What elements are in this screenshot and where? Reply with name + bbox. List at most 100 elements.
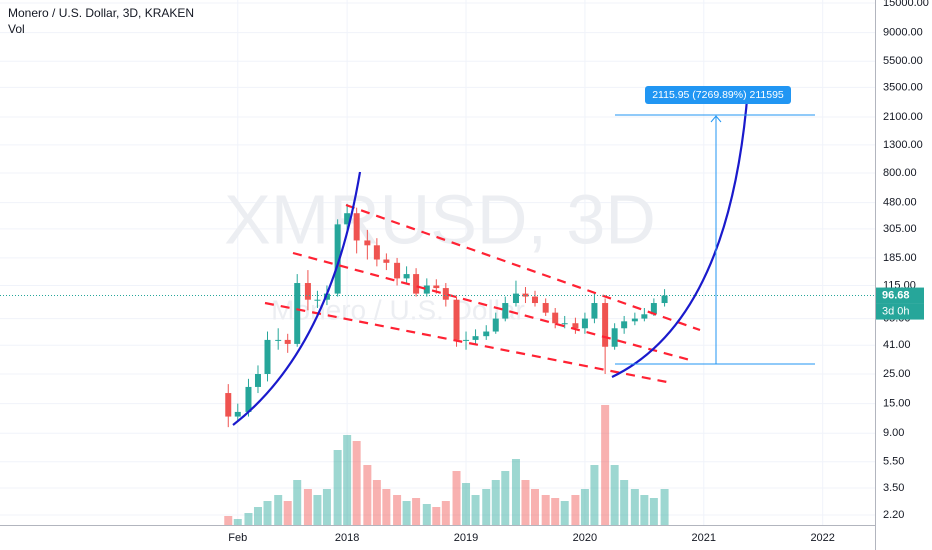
watermark: XMRUSD, 3D [224, 180, 656, 258]
volume-bar [283, 501, 292, 525]
candle-body [344, 213, 351, 225]
volume-bar [363, 465, 372, 525]
candle-body [631, 318, 638, 322]
price-axis [876, 0, 932, 550]
volume-bar [601, 405, 610, 525]
volume-bar [352, 441, 361, 525]
volume-bar [501, 471, 510, 525]
candle-body [581, 318, 588, 329]
y-tick-label: 25.00 [883, 368, 911, 380]
candle-body [483, 331, 490, 337]
y-tick-label: 185.00 [883, 252, 917, 264]
candle-body [403, 274, 410, 279]
y-tick-label: 15000.00 [883, 0, 929, 9]
candle-body [334, 224, 341, 294]
y-tick-label: 9.00 [883, 427, 904, 439]
volume-bar [224, 516, 233, 525]
volume-pane [224, 405, 669, 525]
candle-body [602, 303, 609, 347]
subtitle: Vol [8, 22, 25, 36]
volume-bar [412, 498, 421, 525]
price-tag-label: 96.68 [882, 289, 910, 301]
candle-body [364, 240, 371, 246]
volume-bar [610, 465, 619, 525]
candle-body [531, 296, 538, 304]
volume-bar [343, 435, 352, 525]
volume-bar [253, 507, 262, 525]
volume-bar [462, 483, 471, 525]
y-tick-label: 41.00 [883, 339, 911, 351]
trend-line [292, 251, 691, 362]
x-tick-label: 2022 [810, 532, 834, 544]
candle-body [254, 374, 261, 387]
countdown-label: 3d 0h [882, 305, 910, 317]
candle-body [275, 339, 282, 341]
volume-bar [620, 480, 629, 525]
volume-bar [393, 495, 402, 525]
arc [611, 87, 750, 378]
candle-body [294, 283, 301, 344]
candle-body [264, 339, 271, 375]
volume-bar [580, 489, 589, 525]
volume-bar [313, 495, 322, 525]
trend-line [345, 203, 701, 332]
measure-box [645, 86, 791, 104]
arc [232, 171, 362, 426]
x-tick-label: 2020 [573, 532, 597, 544]
candle-body [591, 303, 598, 319]
volume-bar [530, 489, 539, 525]
volume-bar [402, 501, 411, 525]
volume-bar [293, 480, 302, 525]
axes: 15000.00 9000.00 5500.00 3500.00 2100.00 1300… [228, 0, 929, 544]
y-tick-label: 3500.00 [883, 81, 923, 93]
volume-bar [441, 501, 450, 525]
candle-body [621, 321, 628, 329]
y-tick-label: 2100.00 [883, 111, 923, 123]
watermark-name: Monero / U.S. Dollar [271, 294, 525, 325]
candle-body [561, 323, 568, 325]
candle-body [453, 299, 460, 340]
volume-bar [422, 504, 431, 525]
candle-body [284, 339, 291, 344]
volume-bar [521, 480, 530, 525]
y-tick-label: 480.00 [883, 197, 917, 209]
y-tick-label: 305.00 [883, 223, 917, 235]
candle-body [353, 213, 360, 241]
x-tick-label: 2019 [454, 532, 478, 544]
volume-bar [263, 501, 272, 525]
candle-body [650, 303, 657, 315]
volume-bar [491, 480, 500, 525]
volume-bar [590, 465, 599, 525]
chart-title: Monero / U.S. Dollar, 3D, KRAKEN [8, 6, 194, 20]
candle-body [413, 274, 420, 294]
candle-body [314, 299, 321, 301]
candle-body [463, 339, 470, 341]
volume-bar [452, 471, 461, 525]
volume-bar [322, 489, 331, 525]
trend-line [264, 301, 673, 385]
candle-body [394, 262, 401, 279]
candle-body [373, 245, 380, 260]
candle-body [423, 285, 430, 294]
volume-bar [432, 507, 441, 525]
candle-body [225, 393, 232, 417]
countdown-tag [876, 303, 924, 320]
volume-bar [649, 498, 658, 525]
candle-body [512, 293, 519, 304]
volume-bar [382, 489, 391, 525]
grid [0, 0, 875, 525]
volume-bar [660, 489, 669, 525]
y-tick-label: 5500.00 [883, 55, 923, 67]
y-tick-label: 5.50 [883, 456, 904, 468]
candle-body [502, 303, 509, 319]
volume-bar [233, 519, 242, 525]
volume-bar [551, 498, 560, 525]
x-tick-label: 2021 [692, 532, 716, 544]
candle-body [661, 295, 668, 304]
x-tick-label: 2018 [335, 532, 359, 544]
candle-body [472, 336, 479, 340]
candle-body [442, 288, 449, 300]
y-tick-label: 800.00 [883, 167, 917, 179]
